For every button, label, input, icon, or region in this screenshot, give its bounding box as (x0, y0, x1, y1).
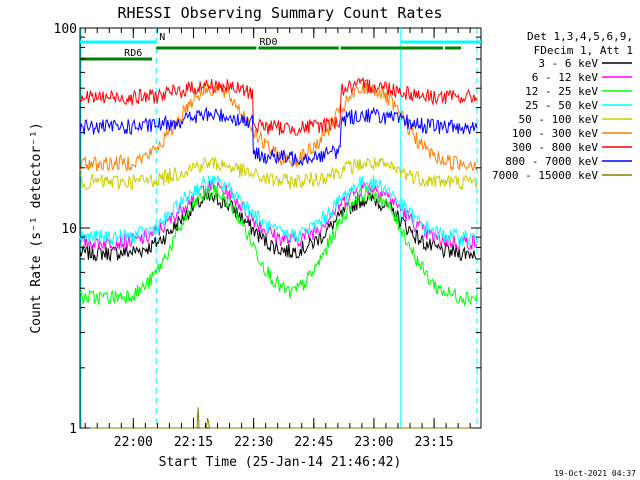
x-tick-label: 22:45 (294, 435, 333, 450)
x-tick-label: 22:15 (174, 435, 213, 450)
legend-label: 12 - 25 keV (525, 85, 598, 98)
y-axis-label: Count Rate (s⁻¹ detector⁻¹) (29, 122, 44, 333)
x-tick-label: 22:00 (114, 435, 153, 450)
vertical-markers (80, 28, 478, 428)
chart-title: RHESSI Observing Summary Count Rates (117, 4, 442, 22)
footer-date: 19-Oct-2021 04:37 (554, 469, 636, 478)
legend-label: 300 - 800 keV (512, 141, 598, 154)
flag-bars: N RD0 RD6 (80, 32, 481, 61)
series-line (79, 174, 478, 246)
flag-label: RD0 (259, 37, 277, 48)
x-axis-label: Start Time (25-Jan-14 21:46:42) (159, 455, 402, 470)
legend-label: 3 - 6 keV (538, 57, 598, 70)
flag-label: N (159, 32, 165, 43)
x-axis: 22:00 22:15 22:30 22:45 23:00 23:15 (84, 28, 471, 450)
x-tick-label: 23:15 (415, 435, 454, 450)
y-tick-label: 1 (69, 422, 77, 437)
series-line (80, 407, 477, 429)
series-line (79, 180, 478, 251)
legend: Det 1,3,4,5,6,9,FDecim 1, Att 13 - 6 keV… (492, 30, 633, 182)
legend-label: 800 - 7000 keV (505, 155, 598, 168)
y-axis: 1 10 100 (54, 22, 481, 437)
legend-label: 7000 - 15000 keV (492, 169, 598, 182)
series-lines (79, 76, 478, 429)
legend-header: FDecim 1, Att 1 (534, 44, 633, 57)
series-line (79, 190, 478, 263)
legend-label: 50 - 100 keV (519, 113, 599, 126)
x-tick-label: 23:00 (354, 435, 393, 450)
x-tick-label: 22:30 (234, 435, 273, 450)
series-line (79, 156, 478, 191)
y-tick-label: 100 (54, 22, 77, 37)
legend-header: Det 1,3,4,5,6,9, (527, 30, 633, 43)
series-line (79, 76, 478, 136)
legend-label: 6 - 12 keV (532, 71, 599, 84)
y-tick-label: 10 (61, 222, 77, 237)
series-line (79, 106, 478, 167)
flag-label: RD6 (124, 48, 142, 59)
legend-label: 100 - 300 keV (512, 127, 598, 140)
series-line (79, 184, 478, 307)
legend-label: 25 - 50 keV (525, 99, 598, 112)
